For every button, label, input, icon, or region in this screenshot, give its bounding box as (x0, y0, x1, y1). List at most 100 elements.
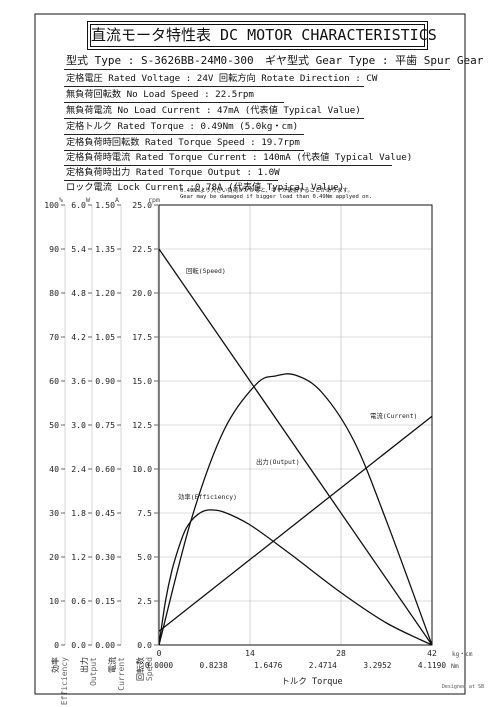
page-border (34, 13, 466, 695)
spec-lock-current: ロック電流 Lock Current :0.78A (代表値 Typical V… (66, 182, 345, 193)
spec-rated-torque-speed: 定格負荷時回転数 Rated Torque Speed : 19.7rpm (66, 137, 300, 148)
efficiency-tick-label: 90 (49, 244, 59, 254)
x-axis-title: トルク Torque (281, 677, 342, 687)
output-tick-label: 6.0 (71, 200, 86, 210)
spec-rule (64, 150, 304, 151)
speed-tick-label: 5.0 (137, 552, 152, 562)
output-curve (158, 373, 433, 646)
x-unit-kgcm: kg・cm (452, 651, 473, 658)
current-tick-label: 0.45 (95, 508, 115, 518)
speed-unit-label: rpm (148, 196, 160, 204)
output-tick-label: 3.6 (71, 376, 86, 386)
current-curve (158, 415, 433, 632)
current-tick-label: 1.50 (95, 200, 115, 210)
spec-rated-torque: 定格トルク Rated Torque : 0.49Nm (5.0kg・cm) (66, 121, 299, 132)
spec-rated-voltage: 定格電圧 Rated Voltage : 24V 回転方向 Rotate Dir… (66, 73, 378, 84)
current-tick-label: 0.15 (95, 596, 115, 606)
x-tick-label-nm: 1.6476 (254, 661, 282, 670)
spec-no-load-speed: 無負荷回転数 No Load Speed : 22.5rpm (66, 89, 254, 100)
efficiency-tick-label: 60 (49, 376, 59, 386)
speed-axis-title: 回転数 (135, 657, 145, 681)
speed-tick-label: 0.0 (137, 640, 152, 650)
x-tick-label-nm: 0.0000 (145, 661, 173, 670)
gear-warning-en: Gear may be damaged if bigger load than … (180, 194, 373, 200)
spec-rule (64, 165, 392, 166)
header-rule (64, 69, 450, 70)
efficiency-curve (158, 509, 433, 646)
efficiency-curve-label: 効率(Efficiency) (178, 492, 237, 501)
output-curve-label: 出力(Output) (256, 457, 300, 466)
x-tick-label-nm: 0.8238 (200, 661, 228, 670)
speed-tick-label: 25.0 (132, 200, 152, 210)
x-tick-label-kgcm: 28 (336, 649, 346, 658)
output-tick-label: 0.6 (71, 596, 86, 606)
x-tick-label-nm: 3.2952 (363, 661, 391, 670)
speed-curve (158, 248, 433, 646)
output-tick-label: 0.0 (71, 640, 86, 650)
speed-axis-title: Speed (145, 657, 154, 681)
efficiency-tick-label: 30 (49, 508, 59, 518)
output-tick-label: 2.4 (71, 464, 86, 474)
x-tick-label-kgcm: 14 (245, 649, 255, 658)
speed-tick-label: 17.5 (132, 332, 152, 342)
sheet-title: 直流モータ特性表 DC MOTOR CHARACTERISTICS (87, 21, 437, 50)
speed-tick-label: 22.5 (132, 244, 152, 254)
spec-rule (64, 102, 284, 103)
plot-frame (158, 204, 433, 646)
current-tick-label: 1.35 (95, 244, 115, 254)
output-tick-label: 5.4 (71, 244, 86, 254)
efficiency-tick-label: 0 (54, 640, 59, 650)
efficiency-unit-label: % (59, 196, 63, 204)
x-tick-label-kgcm: 0 (157, 649, 162, 658)
speed-tick-label: 15.0 (132, 376, 152, 386)
spec-rule (64, 180, 278, 181)
current-tick-label: 0.00 (95, 640, 115, 650)
output-tick-label: 1.8 (71, 508, 86, 518)
efficiency-axis-title: 効率 (50, 657, 60, 673)
current-tick-label: 0.30 (95, 552, 115, 562)
current-tick-label: 1.20 (95, 288, 115, 298)
efficiency-tick-label: 20 (49, 552, 59, 562)
spec-rated-torque-output: 定格負荷時出力 Rated Torque Output : 1.0W (66, 167, 280, 178)
current-unit-label: A (115, 196, 119, 204)
current-tick-label: 1.05 (95, 332, 115, 342)
speed-curve-label: 回転(Speed) (186, 267, 226, 275)
speed-tick-label: 2.5 (137, 596, 152, 606)
speed-tick-label: 20.0 (132, 288, 152, 298)
efficiency-tick-label: 40 (49, 464, 59, 474)
current-axis-title: Current (117, 657, 126, 691)
spec-no-load-current: 無負荷電流 No Load Current : 47mA (代表値 Typica… (66, 105, 361, 116)
output-tick-label: 4.2 (71, 332, 86, 342)
gear-warning-jp: 0.49Nmより大きい負荷がかかると、ギヤが破損することがあります。 (180, 188, 353, 194)
efficiency-tick-label: 70 (49, 332, 59, 342)
output-tick-label: 3.0 (71, 420, 86, 430)
output-axis-title: Output (89, 657, 98, 686)
speed-tick-label: 10.0 (132, 464, 152, 474)
output-tick-label: 1.2 (71, 552, 86, 562)
model-line: 型式 Type : S-3626BB-24M0-300 (66, 54, 254, 67)
efficiency-axis-title: Efficiency (60, 657, 69, 705)
output-tick-label: 4.8 (71, 288, 86, 298)
efficiency-tick-label: 50 (49, 420, 59, 430)
x-tick-label-kgcm: 42 (427, 649, 437, 658)
spec-rated-torque-current: 定格負荷時電流 Rated Torque Current : 140mA (代表… (66, 152, 413, 163)
spec-rule (64, 134, 304, 135)
current-curve-label: 電流(Current) (370, 411, 417, 420)
designer-credit: Designed at SB (441, 684, 484, 690)
efficiency-tick-label: 10 (49, 596, 59, 606)
current-tick-label: 0.75 (95, 420, 115, 430)
x-unit-nm: Nm (451, 662, 459, 670)
spec-rule (64, 86, 364, 87)
x-tick-label-nm: 4.1190 (418, 661, 446, 670)
efficiency-tick-label: 100 (44, 200, 59, 210)
current-axis-title: 電流 (107, 657, 117, 673)
speed-tick-label: 12.5 (132, 420, 152, 430)
x-tick-label-nm: 2.4714 (309, 661, 337, 670)
spec-rule (64, 118, 364, 119)
current-tick-label: 0.60 (95, 464, 115, 474)
current-tick-label: 0.90 (95, 376, 115, 386)
output-axis-title: 出力 (79, 657, 89, 673)
speed-tick-label: 7.5 (137, 508, 152, 518)
